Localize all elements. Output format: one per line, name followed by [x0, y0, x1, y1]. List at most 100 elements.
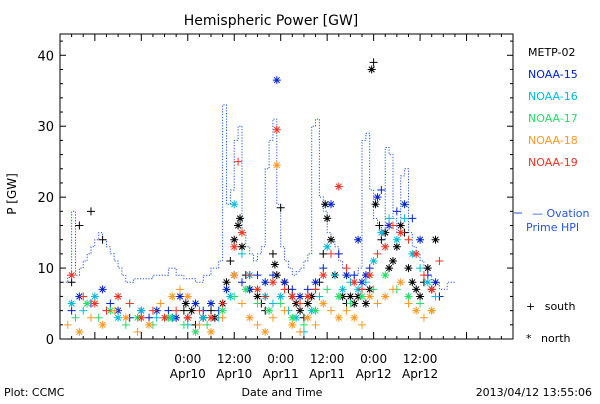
marker-south — [106, 299, 115, 308]
marker-south — [268, 299, 277, 308]
x-tick-label-date: Apr12 — [356, 367, 392, 381]
ovation-label-line-2: Prime HPI — [526, 221, 579, 234]
marker-north — [168, 292, 177, 301]
marker-north — [381, 292, 390, 301]
marker-south — [400, 214, 409, 223]
marker-north — [392, 242, 401, 251]
marker-north — [191, 299, 200, 308]
marker-legend-north-label: north — [541, 332, 571, 345]
marker-south — [203, 320, 212, 329]
marker-south — [133, 327, 142, 336]
marker-south — [373, 249, 382, 258]
marker-south — [261, 292, 270, 301]
marker-north — [90, 299, 99, 308]
y-tick-label: 0 — [46, 333, 54, 348]
marker-south — [369, 58, 378, 67]
marker-south — [125, 299, 134, 308]
marker-south — [311, 320, 320, 329]
marker-north — [296, 292, 305, 301]
marker-south — [67, 278, 76, 287]
marker-north — [385, 264, 394, 273]
marker-north — [288, 292, 297, 301]
marker-north — [431, 235, 440, 244]
marker-north — [98, 320, 107, 329]
y-tick-label: 10 — [37, 262, 54, 277]
marker-north — [191, 327, 200, 336]
marker-north — [67, 271, 76, 280]
marker-north — [234, 221, 243, 230]
x-tick-label-date: Apr12 — [402, 367, 438, 381]
marker-south — [385, 214, 394, 223]
marker-south — [299, 320, 308, 329]
marker-south — [315, 292, 324, 301]
marker-south — [226, 256, 235, 265]
marker-north — [396, 228, 405, 237]
marker-north — [114, 292, 123, 301]
marker-north — [222, 278, 231, 287]
marker-north — [388, 256, 397, 265]
series-noaa-15 — [67, 76, 444, 322]
marker-north — [253, 285, 262, 294]
marker-south — [375, 221, 384, 230]
marker-north — [358, 292, 366, 301]
marker-south — [86, 207, 95, 216]
marker-north — [338, 285, 347, 294]
marker-north — [354, 235, 363, 244]
marker-legend-south-label: south — [545, 300, 576, 313]
marker-north — [373, 193, 382, 202]
marker-north — [404, 264, 413, 273]
marker-south — [280, 285, 289, 294]
marker-south — [218, 313, 227, 322]
marker-south — [296, 327, 305, 336]
marker-north — [381, 242, 390, 251]
marker-north — [272, 161, 281, 170]
x-tick-label-time: 0:00 — [174, 352, 201, 366]
marker-north — [272, 76, 281, 85]
marker-north — [236, 214, 245, 223]
marker-north — [121, 313, 130, 322]
marker-south — [358, 320, 366, 329]
marker-south — [98, 235, 107, 244]
marker-north — [408, 278, 417, 287]
marker-north — [323, 242, 332, 251]
marker-north — [288, 320, 297, 329]
x-tick-label-date: Apr10 — [170, 367, 206, 381]
marker-north — [427, 285, 436, 294]
marker-north — [423, 278, 432, 287]
marker-south — [234, 157, 243, 166]
marker-north — [431, 278, 440, 287]
marker-south — [358, 285, 366, 294]
marker-south — [334, 249, 343, 258]
legend-item-noaa-15: NOAA-15 — [528, 68, 578, 81]
marker-north — [311, 306, 320, 315]
series-metp-02 — [67, 58, 444, 329]
marker-legend-south-symbol: + — [526, 300, 535, 313]
marker-south — [388, 285, 397, 294]
marker-north — [416, 235, 425, 244]
marker-north — [187, 306, 196, 315]
marker-north — [230, 200, 239, 209]
marker-south — [419, 271, 428, 280]
marker-south — [435, 256, 444, 265]
marker-north — [365, 271, 374, 280]
marker-north — [303, 292, 312, 301]
marker-south — [237, 278, 246, 287]
marker-north — [160, 313, 169, 322]
marker-north — [222, 285, 231, 294]
marker-south — [110, 306, 119, 315]
marker-south — [416, 264, 425, 273]
marker-north — [427, 306, 436, 315]
marker-south — [195, 306, 204, 315]
footer-right: 2013/04/12 13:55:06 — [476, 386, 592, 399]
marker-north — [367, 65, 376, 74]
legend: METP-02 NOAA-15 NOAA-16 NOAA-17 NOAA-18 … — [528, 46, 578, 169]
marker-north — [137, 306, 146, 315]
marker-north — [98, 285, 107, 294]
marker-north — [377, 228, 386, 237]
legend-item-noaa-17: NOAA-17 — [528, 112, 578, 125]
marker-south — [319, 264, 328, 273]
x-tick-label-time: 0:00 — [360, 352, 387, 366]
marker-north — [261, 327, 270, 336]
points-layer — [63, 58, 444, 336]
